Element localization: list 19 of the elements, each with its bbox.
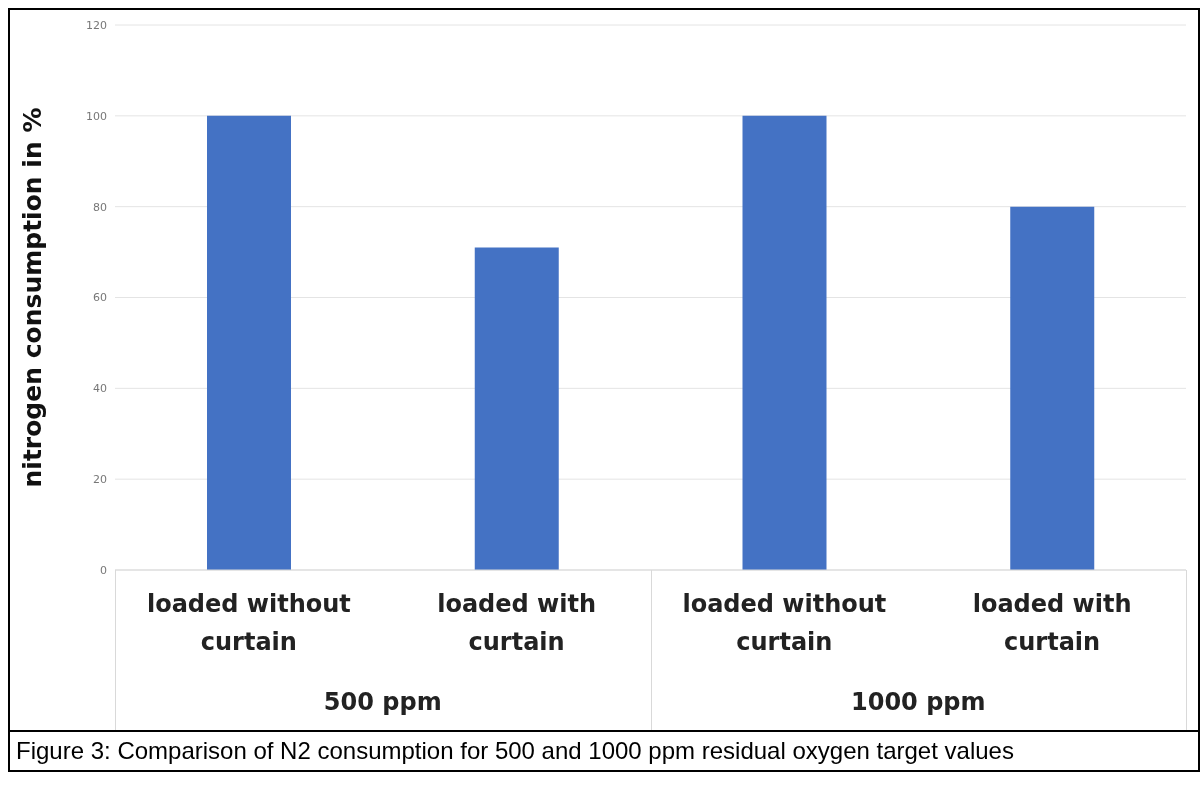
y-tick-label: 40 <box>93 382 107 396</box>
text: 1000 ppm <box>850 688 987 716</box>
bar <box>1010 206 1095 570</box>
y-tick-label: 0 <box>100 563 107 577</box>
y-axis-title: nitrogen consumption in % <box>17 107 47 488</box>
x-tick-label: loaded without curtain <box>682 590 887 656</box>
y-tick-label: 80 <box>93 200 107 214</box>
caption: Figure 3: Comparison of N2 consumption for 500 and 1000 ppm residual oxygen target values <box>10 730 1198 770</box>
y-tick-label: 60 <box>93 291 107 305</box>
y-tick-label: 120 <box>86 18 107 32</box>
x-tick-label: loaded without curtain <box>146 590 351 656</box>
x-tick-label: loaded with curtain <box>972 590 1132 656</box>
bar <box>207 115 291 570</box>
x-tick-label: loaded with curtain <box>437 590 597 656</box>
y-tick-label: 100 <box>86 109 107 123</box>
bar <box>742 115 827 570</box>
text: 500 ppm <box>322 688 443 716</box>
y-tick-label: 20 <box>93 473 107 487</box>
bar <box>474 247 559 570</box>
